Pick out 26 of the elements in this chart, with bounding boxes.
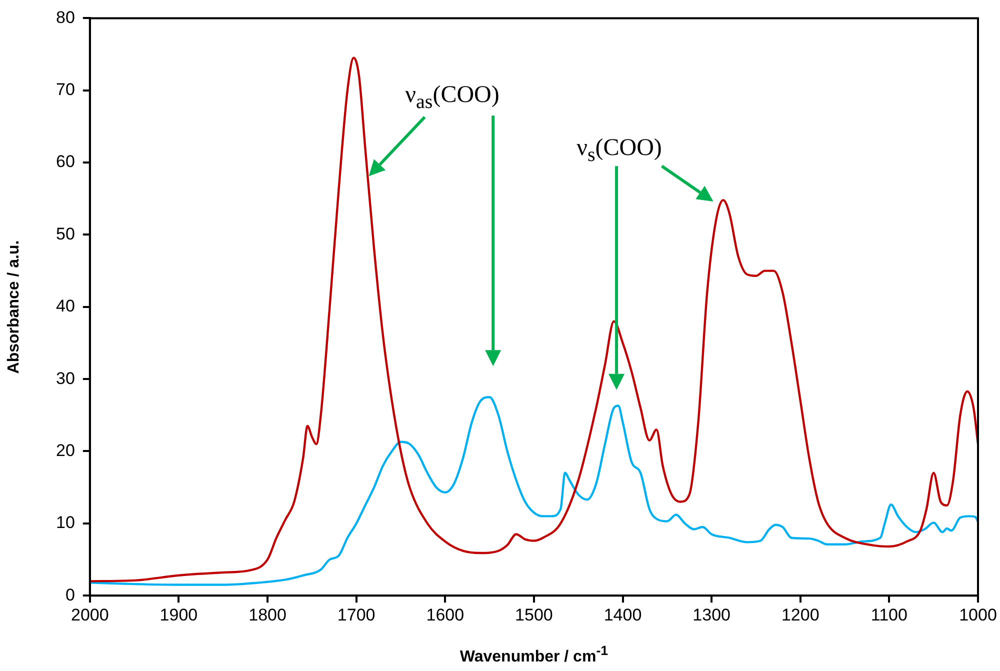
x-tick-label: 1900 — [160, 605, 198, 624]
y-tick-label: 40 — [56, 296, 75, 316]
y-tick-label: 0 — [65, 585, 75, 604]
y-tick-label: 80 — [56, 8, 75, 27]
annotation: ν$_{s}$(COO) — [576, 135, 662, 167]
x-tick-label: 1500 — [515, 605, 553, 624]
x-tick-label: 1200 — [781, 605, 820, 624]
y-tick-label: 50 — [56, 224, 75, 244]
x-tick-label: 1600 — [426, 605, 464, 624]
line-series — [90, 56, 978, 582]
y-tick-label: 30 — [56, 368, 75, 388]
x-tick-label: 2000 — [70, 605, 109, 624]
annotation: ν$_{as}$(COO) — [405, 82, 500, 114]
y-tick-label: 20 — [56, 440, 75, 460]
y-tick-label: 70 — [56, 80, 75, 100]
x-tick-label: 1400 — [604, 605, 642, 624]
y-axis-title: Absorbance / a.u. — [6, 240, 24, 374]
x-tick-label: 1100 — [870, 605, 908, 624]
x-tick-label: 1700 — [337, 605, 376, 624]
x-tick-label: 1000 — [959, 605, 997, 624]
line-series — [90, 396, 978, 586]
y-tick-label: 10 — [56, 513, 75, 532]
x-tick-label: 1300 — [692, 605, 730, 624]
x-tick-label: 1800 — [248, 605, 286, 624]
y-tick-label: 60 — [56, 152, 75, 172]
x-axis-title: Wavenumber / cm$^{-1}$ — [458, 643, 610, 666]
